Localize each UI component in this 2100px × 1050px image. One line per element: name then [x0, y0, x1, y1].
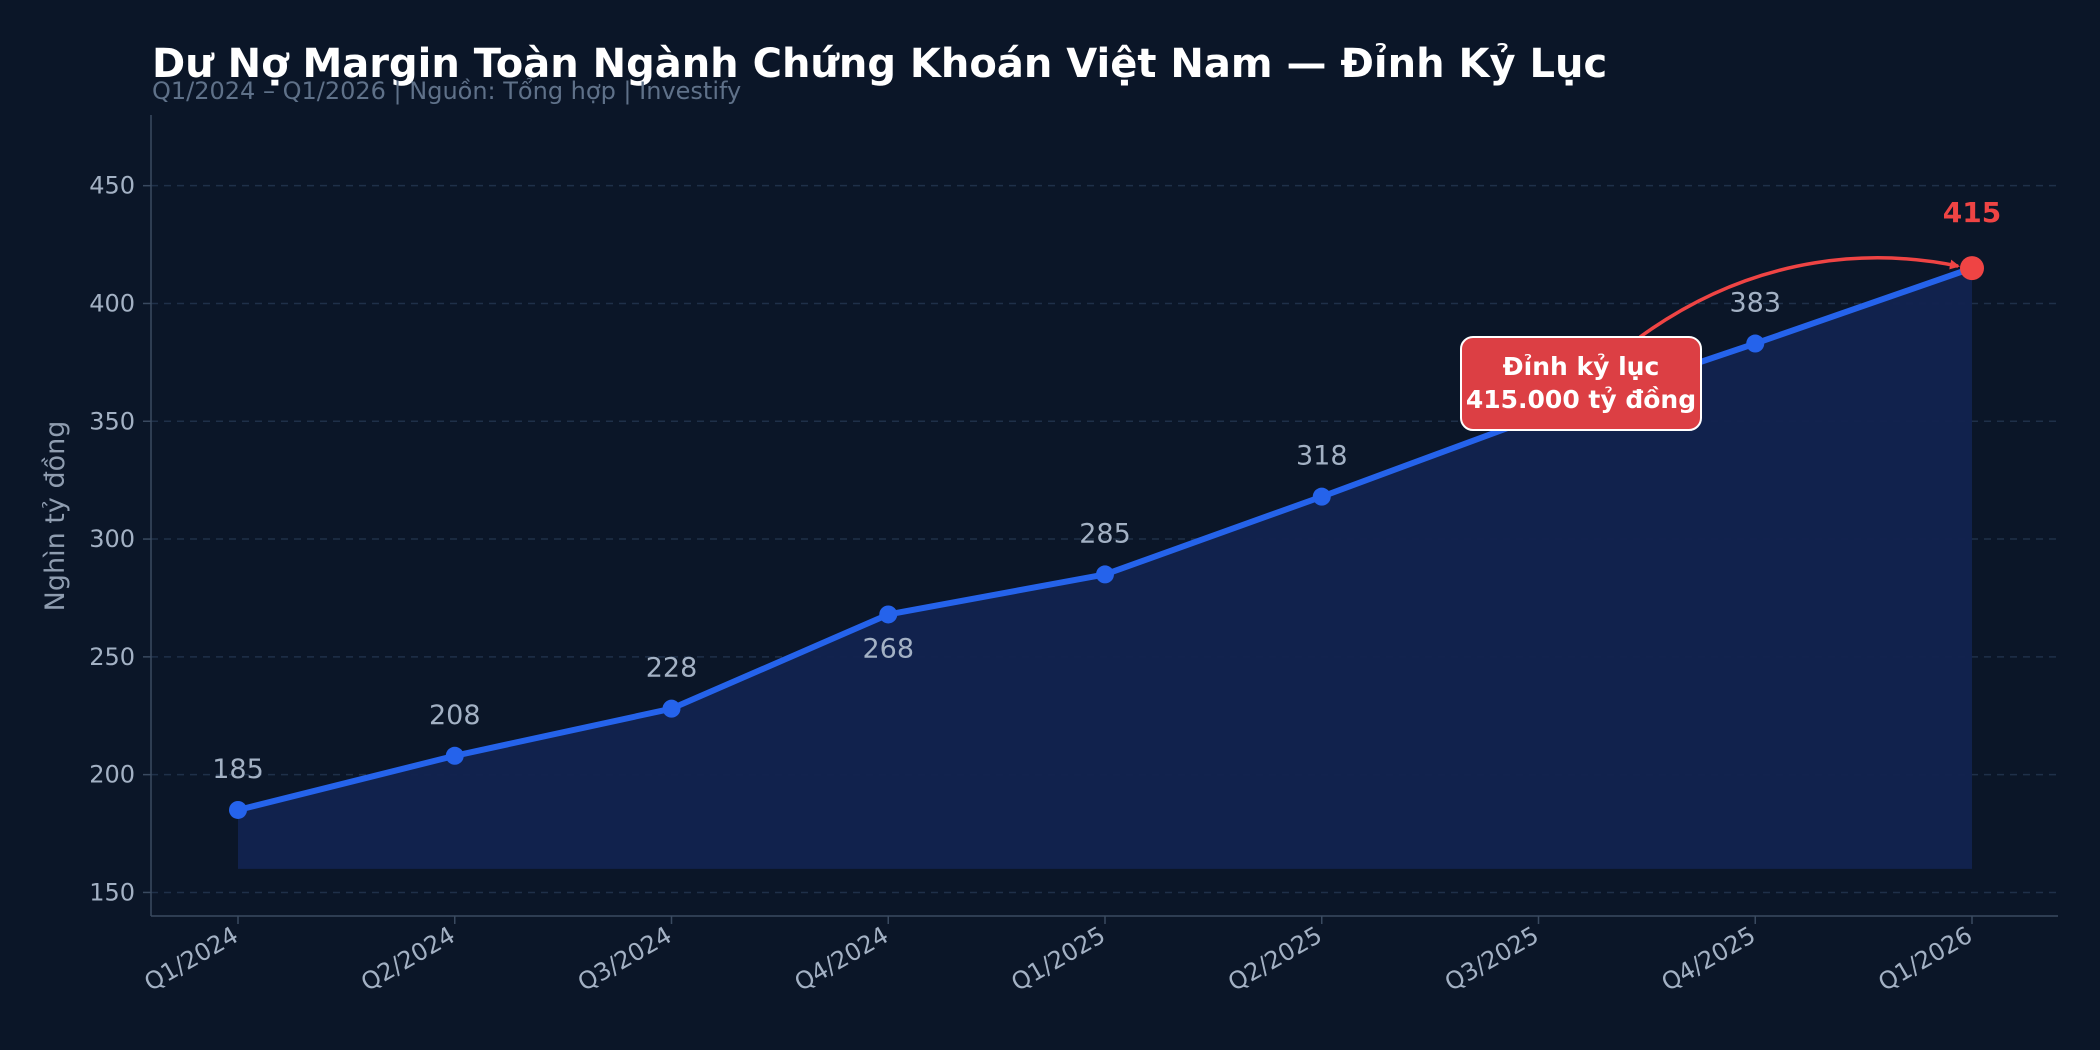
annotation-box [1460, 336, 1702, 431]
chart-subtitle: Q1/2024 – Q1/2026 | Nguồn: Tổng hợp | In… [152, 77, 741, 105]
record-annotation: Đỉnh kỷ lục 415.000 tỷ đồng [1460, 256, 1960, 431]
annotation-line2: 415.000 tỷ đồng [1466, 385, 1696, 414]
data-point-7 [1746, 334, 1765, 353]
annotation-line1: Đỉnh kỷ lục [1503, 352, 1660, 381]
data-point-peak [1960, 256, 1984, 281]
y-tick-label-350: 350 [89, 407, 135, 435]
data-label-7: 383 [1729, 288, 1781, 319]
data-point-0 [229, 800, 247, 819]
data-point-1 [445, 746, 464, 765]
data-label-3: 268 [862, 633, 914, 664]
annotation-arrow [1638, 256, 1960, 339]
y-tick-label-150: 150 [89, 878, 135, 906]
data-label-4: 285 [1079, 518, 1131, 549]
data-label-5: 318 [1296, 441, 1348, 472]
data-label-1: 208 [429, 700, 481, 731]
y-tick-label-400: 400 [89, 289, 135, 317]
y-axis-label: Nghìn tỷ đồng [40, 421, 71, 612]
y-tick-label-200: 200 [89, 761, 135, 789]
data-label-2: 228 [646, 653, 698, 684]
data-point-4 [1096, 565, 1114, 584]
data-label-0: 185 [212, 754, 264, 785]
data-point-5 [1312, 487, 1331, 506]
data-label-peak: 415 [1943, 196, 2001, 229]
y-tick-label-450: 450 [89, 172, 135, 200]
data-labels: 185 208 228 268 285 318 383 415 [212, 196, 2001, 785]
y-tick-label-250: 250 [89, 643, 135, 671]
chart-title: Dư Nợ Margin Toàn Ngành Chứng Khoán Việt… [152, 41, 1607, 87]
data-point-2 [662, 699, 681, 718]
y-tick-label-300: 300 [89, 525, 135, 553]
y-tick-labels: 150 200 250 300 350 400 450 [89, 172, 151, 906]
data-point-3 [879, 605, 898, 624]
